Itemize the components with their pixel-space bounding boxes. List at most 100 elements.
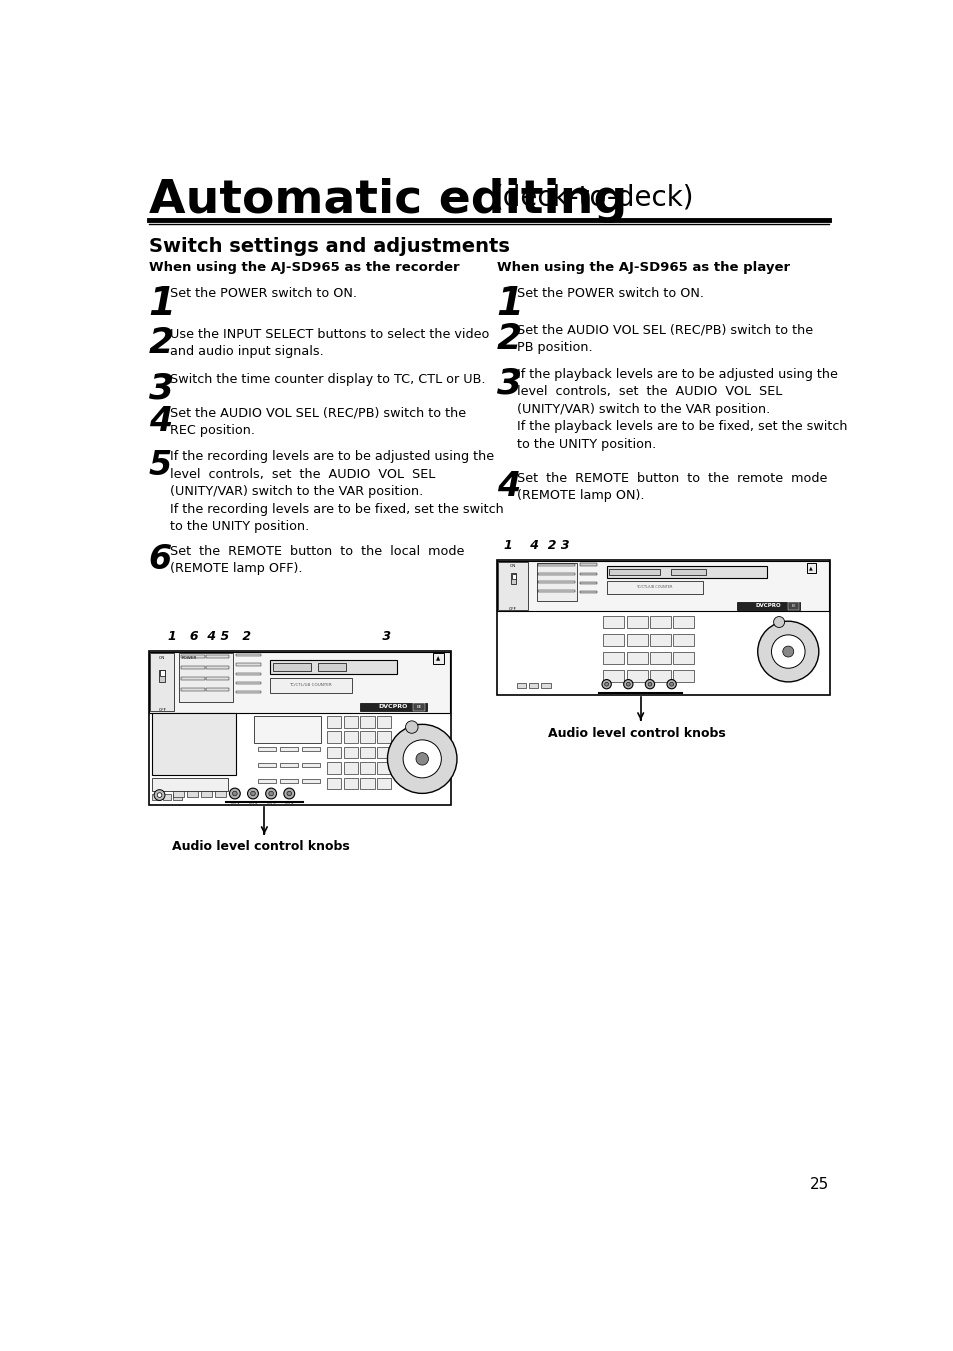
Bar — [511, 573, 516, 584]
Text: ▲: ▲ — [808, 566, 812, 570]
Bar — [537, 589, 575, 592]
Circle shape — [416, 753, 428, 765]
Bar — [787, 603, 798, 609]
Bar — [149, 651, 451, 805]
Circle shape — [387, 724, 456, 793]
Bar — [376, 778, 391, 789]
Text: When using the AJ-SD965 as the player: When using the AJ-SD965 as the player — [497, 261, 789, 274]
Bar — [736, 603, 800, 609]
Bar — [433, 654, 443, 665]
Circle shape — [623, 680, 632, 689]
Circle shape — [229, 788, 240, 798]
Circle shape — [265, 788, 276, 798]
Bar — [236, 663, 260, 666]
Bar — [279, 747, 297, 751]
Bar — [172, 792, 184, 797]
Circle shape — [287, 792, 292, 796]
Bar — [626, 670, 647, 682]
Bar — [673, 653, 694, 663]
Circle shape — [757, 621, 818, 682]
Text: Set the AUDIO VOL SEL (REC/PB) switch to the
PB position.: Set the AUDIO VOL SEL (REC/PB) switch to… — [517, 323, 812, 354]
Bar — [327, 716, 341, 728]
Bar — [376, 716, 391, 728]
Text: TC/CTL/UB COUNTER: TC/CTL/UB COUNTER — [636, 585, 672, 589]
Text: Set  the  REMOTE  button  to  the  remote  mode
(REMOTE lamp ON).: Set the REMOTE button to the remote mode… — [517, 471, 826, 503]
Bar — [152, 794, 160, 800]
Bar — [270, 661, 396, 674]
Bar — [360, 762, 375, 774]
Bar — [541, 684, 550, 688]
Bar — [270, 678, 352, 693]
Bar — [236, 692, 260, 693]
Text: Switch the time counter display to TC, CTL or UB.: Switch the time counter display to TC, C… — [171, 373, 485, 386]
Circle shape — [644, 680, 654, 689]
Text: 1   6  4 5   2                              3: 1 6 4 5 2 3 — [168, 630, 391, 643]
Circle shape — [251, 792, 255, 796]
Bar — [579, 582, 596, 584]
Text: Set the POWER switch to ON.: Set the POWER switch to ON. — [171, 286, 357, 300]
Bar — [608, 569, 659, 576]
Bar — [360, 703, 426, 711]
Bar — [649, 616, 670, 628]
Circle shape — [601, 680, 611, 689]
Text: CH 3: CH 3 — [267, 801, 275, 805]
Bar — [279, 778, 297, 784]
Circle shape — [771, 635, 804, 669]
Bar — [497, 562, 528, 609]
Bar — [236, 654, 260, 657]
Circle shape — [626, 682, 630, 686]
Text: (deck-to-deck): (deck-to-deck) — [493, 184, 694, 212]
Text: Audio level control knobs: Audio level control knobs — [172, 840, 349, 854]
Bar — [273, 663, 311, 671]
Bar — [187, 792, 197, 797]
Circle shape — [247, 788, 258, 798]
Bar — [606, 581, 702, 593]
Circle shape — [269, 792, 274, 796]
Text: 3: 3 — [497, 366, 521, 400]
Bar — [206, 688, 230, 690]
Text: If the playback levels are to be adjusted using the
level  controls,  set  the  : If the playback levels are to be adjuste… — [517, 367, 846, 451]
Bar — [626, 616, 647, 628]
Text: Set the AUDIO VOL SEL (REC/PB) switch to the
REC position.: Set the AUDIO VOL SEL (REC/PB) switch to… — [171, 407, 466, 438]
Bar — [327, 778, 341, 789]
Bar — [159, 670, 165, 682]
Bar — [206, 655, 230, 658]
Bar — [529, 684, 537, 688]
Text: 4: 4 — [497, 470, 519, 503]
Text: OFF: OFF — [158, 708, 166, 712]
Bar — [602, 653, 623, 663]
Bar — [317, 663, 345, 671]
Bar — [649, 653, 670, 663]
Bar — [181, 655, 204, 658]
Bar — [301, 763, 320, 767]
Bar — [360, 747, 375, 758]
Text: 5: 5 — [149, 449, 172, 481]
Bar — [626, 653, 647, 663]
Text: 2: 2 — [497, 322, 521, 355]
Bar — [497, 561, 828, 612]
Bar — [206, 677, 230, 680]
Text: ▲: ▲ — [436, 657, 440, 661]
Bar — [497, 561, 829, 694]
Bar — [181, 677, 204, 680]
Text: EE: EE — [416, 704, 421, 708]
Bar — [626, 634, 647, 646]
Text: DVCPRO: DVCPRO — [755, 603, 781, 608]
Circle shape — [403, 740, 441, 778]
Bar — [649, 670, 670, 682]
Bar — [343, 762, 357, 774]
Bar — [173, 794, 182, 800]
Bar — [413, 703, 425, 711]
Circle shape — [284, 788, 294, 798]
Bar — [257, 747, 275, 751]
Circle shape — [604, 682, 608, 686]
Bar — [327, 731, 341, 743]
Bar — [327, 762, 341, 774]
Bar — [150, 653, 174, 711]
Bar — [181, 688, 204, 690]
Circle shape — [157, 793, 162, 797]
Circle shape — [669, 682, 673, 686]
Bar — [236, 673, 260, 676]
Bar — [602, 634, 623, 646]
Text: 3: 3 — [149, 372, 173, 405]
